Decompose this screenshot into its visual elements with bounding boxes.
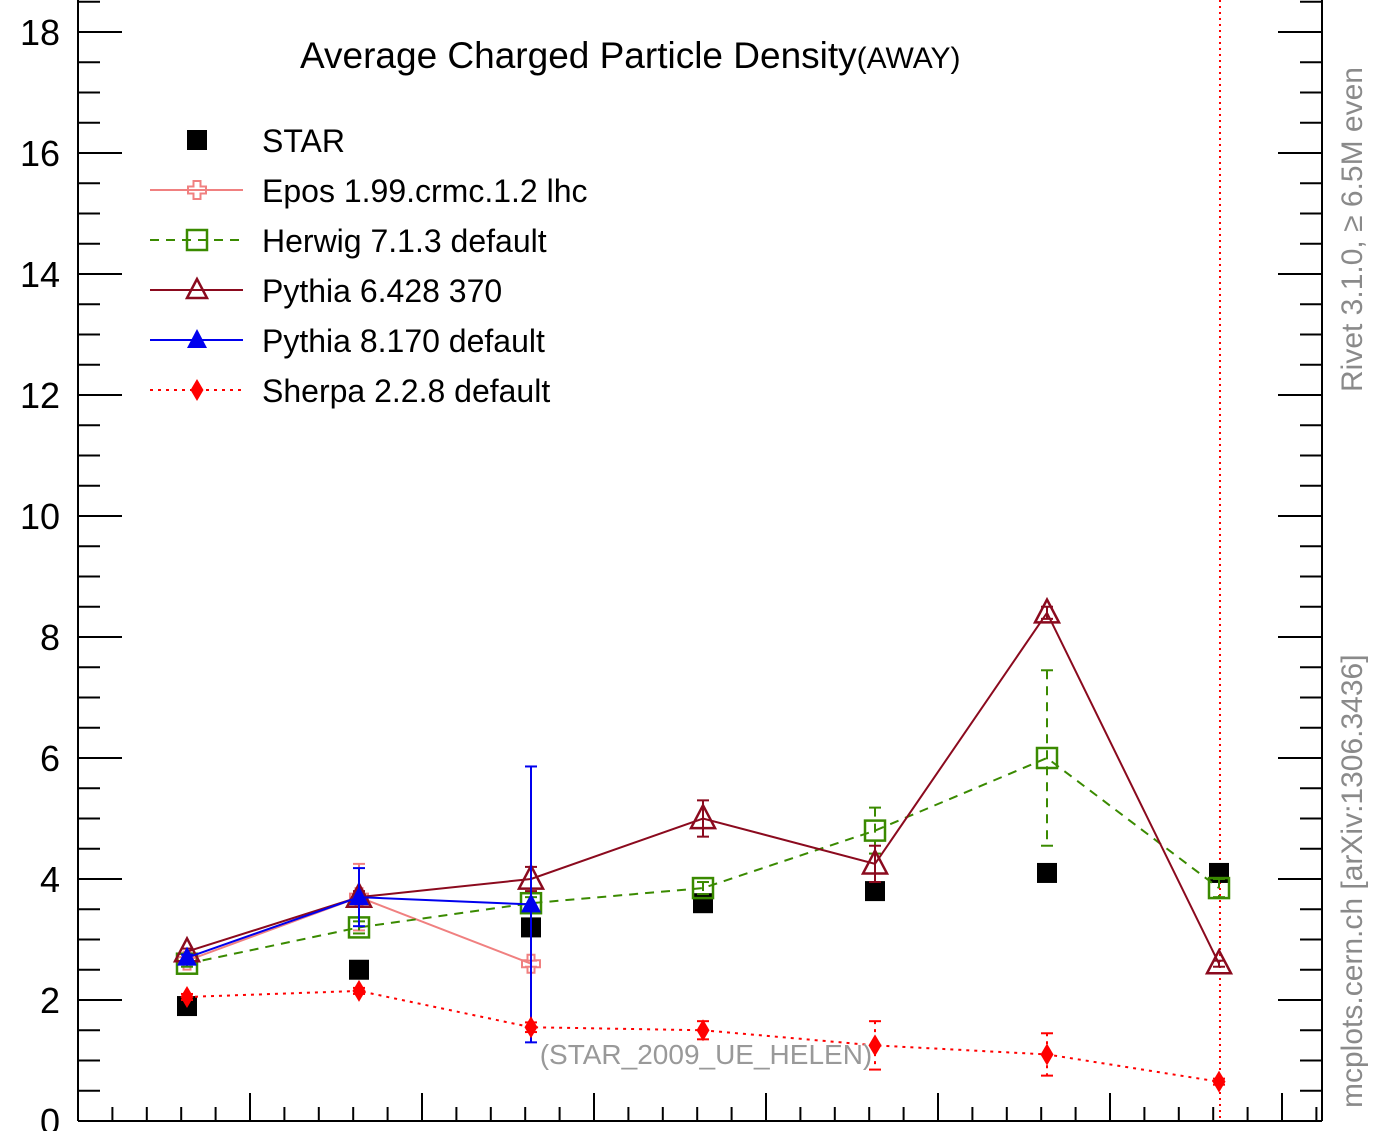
y-tick-labels: 0 2 4 6 8 10 12 14 16 18	[20, 12, 60, 1131]
legend-item: Pythia 8.170 default	[150, 323, 545, 359]
data-point	[1041, 1043, 1054, 1065]
y-tick-label: 12	[20, 375, 60, 416]
legend-marker	[187, 329, 207, 348]
chart-title-main: Average Charged Particle Density	[300, 35, 857, 76]
y-tick-label: 18	[20, 12, 60, 53]
series-5	[181, 980, 1226, 1093]
legend-item: Herwig 7.1.3 default	[150, 223, 547, 259]
data-point	[693, 893, 713, 913]
data-point	[349, 960, 369, 980]
series-3	[175, 600, 1231, 974]
legend-item: STAR	[187, 123, 345, 159]
data-point	[865, 881, 885, 901]
legend-label: STAR	[262, 123, 345, 159]
legend-marker	[187, 130, 207, 150]
legend-item: Epos 1.99.crmc.1.2 lhc	[150, 173, 587, 209]
y-tick-label: 16	[20, 133, 60, 174]
watermark-label: (STAR_2009_UE_HELEN)	[540, 1039, 873, 1070]
side-label-bottom: mcplots.cern.ch [arXiv:1306.3436]	[1336, 654, 1370, 1108]
series-layer	[175, 600, 1231, 1093]
y-tick-label: 2	[40, 980, 60, 1021]
y-tick-label: 8	[40, 617, 60, 658]
legend-label: Pythia 8.170 default	[262, 323, 545, 359]
legend-label: Herwig 7.1.3 default	[262, 223, 547, 259]
data-point	[1213, 1071, 1226, 1093]
y-tick-label: 6	[40, 738, 60, 779]
data-point	[697, 1019, 710, 1041]
y-tick-label: 14	[20, 254, 60, 295]
legend-item: Pythia 6.428 370	[150, 273, 502, 309]
data-point	[1037, 863, 1057, 883]
legend-marker	[187, 279, 207, 298]
legend-item: Sherpa 2.2.8 default	[150, 373, 550, 409]
legend-label: Pythia 6.428 370	[262, 273, 502, 309]
chart-title: Average Charged Particle Density(AWAY)	[300, 35, 961, 76]
legend: STAR Epos 1.99.crmc.1.2 lhc Herwig 7.1.3 d…	[150, 123, 587, 409]
data-point	[525, 1016, 538, 1038]
plot-frame	[78, 0, 1322, 1121]
data-point	[353, 980, 366, 1002]
chart-title-suffix: (AWAY)	[857, 42, 961, 75]
side-label-top: Rivet 3.1.0, ≥ 6.5M even	[1336, 67, 1370, 392]
legend-label: Sherpa 2.2.8 default	[262, 373, 550, 409]
legend-marker	[191, 379, 204, 401]
y-tick-label: 10	[20, 496, 60, 537]
series-line	[187, 758, 1219, 964]
legend-label: Epos 1.99.crmc.1.2 lhc	[262, 173, 587, 209]
y-tick-label: 0	[40, 1101, 60, 1131]
y-tick-label: 4	[40, 859, 60, 900]
